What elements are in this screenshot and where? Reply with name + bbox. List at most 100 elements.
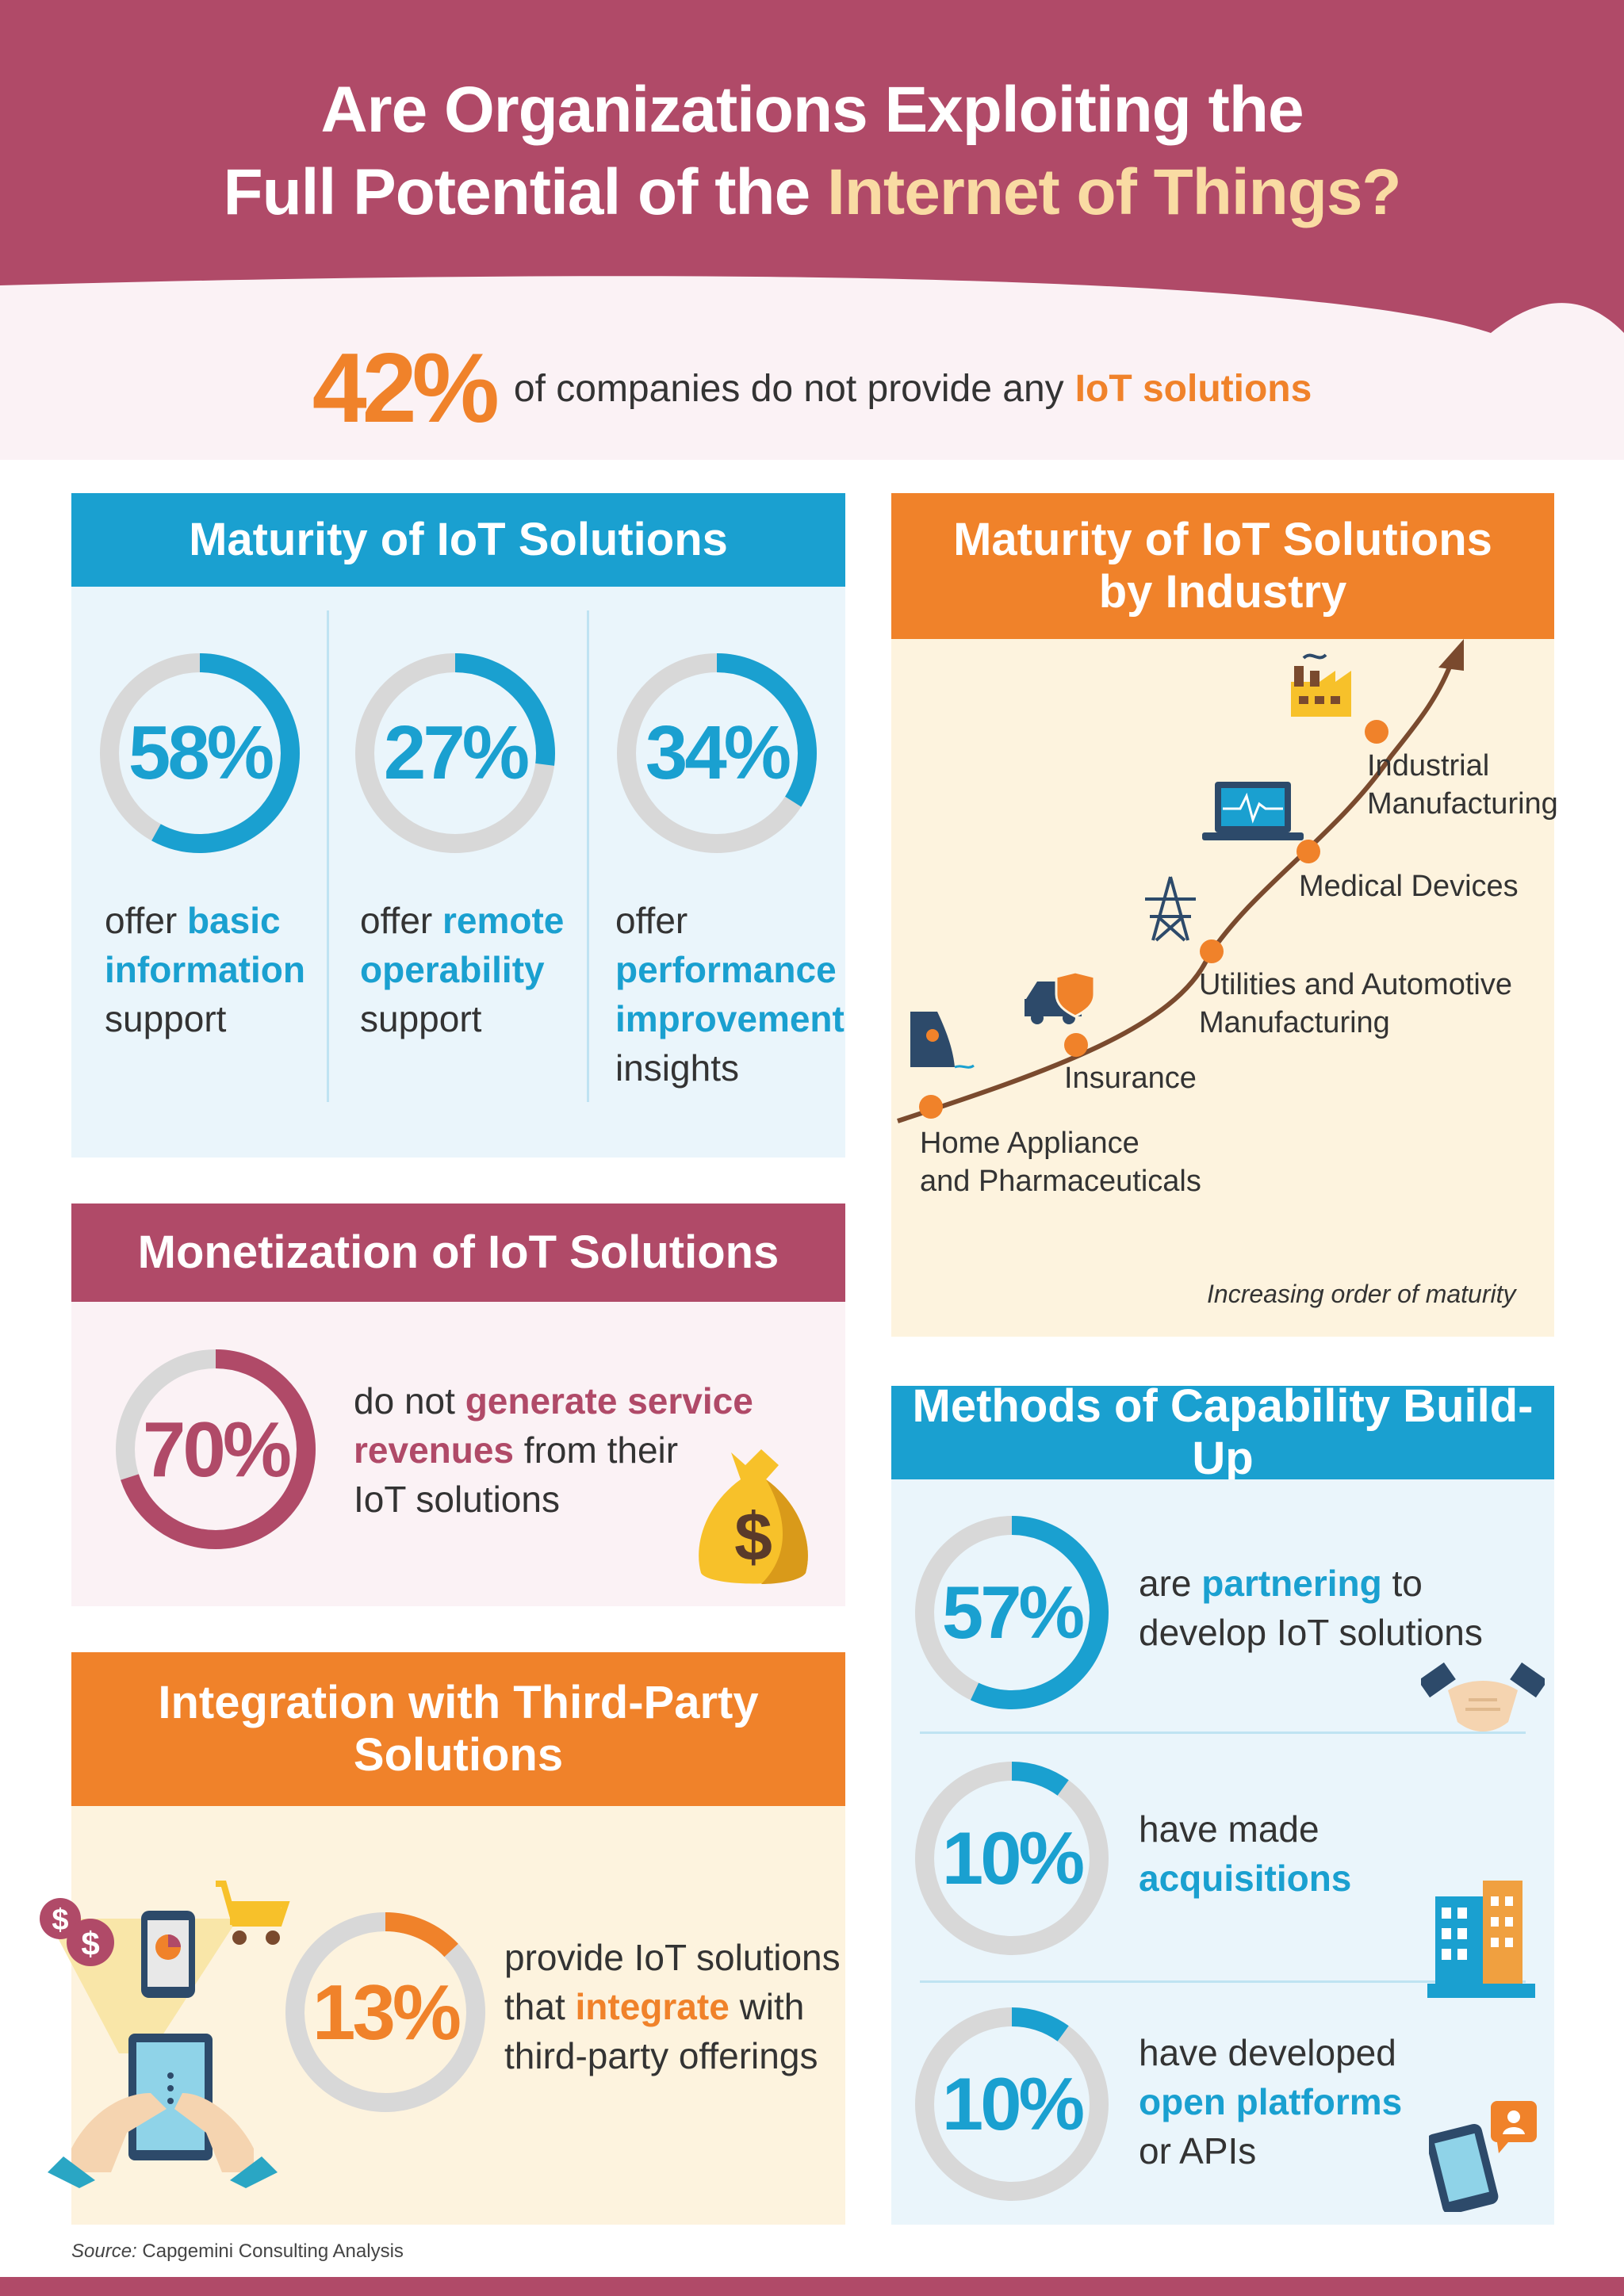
maturity-curve-arrow-icon [1438, 639, 1464, 671]
maturity-ring-performance [617, 653, 817, 853]
monetization-panel: Monetization of IoT Solutions 70% do not… [71, 1203, 845, 1606]
desc-text: offer [360, 900, 433, 941]
source-label: Source: [71, 2241, 137, 2262]
stage-label-line: Manufacturing [1199, 1006, 1390, 1039]
desc-text: have developed [1139, 2032, 1396, 2073]
capability-desc-platforms: have developed open platforms or APIs [1139, 2028, 1402, 2175]
power-tower-icon [1145, 876, 1196, 942]
capability-panel-body: 57% are partnering to develop IoT soluti… [891, 1479, 1554, 2225]
industry-panel-body: Home Appliance and Pharmaceuticals Insur… [891, 639, 1558, 1337]
maturity-curve-line [897, 657, 1455, 1123]
page-title-accent: Internet of Things? [827, 156, 1401, 228]
handshake-icon [1421, 1662, 1545, 1732]
desc-text: insights [615, 1047, 739, 1089]
laptop-heartbeat-icon [1202, 782, 1304, 840]
monetization-desc: do not generate service revenues from th… [354, 1376, 753, 1524]
bottom-bar [0, 2277, 1624, 2296]
ring-arc-27 [355, 653, 555, 853]
stage-label-line: Industrial [1367, 749, 1490, 783]
monetization-panel-title: Monetization of IoT Solutions [71, 1203, 845, 1302]
stage-label-insurance: Insurance [1064, 1062, 1197, 1095]
monetization-panel-body: 70% do not generate service revenues fro… [71, 1302, 845, 1606]
industry-panel-title: Maturity of IoT Solutions by Industry [891, 493, 1554, 639]
desc-text: support [105, 998, 227, 1039]
integration-panel-title: Integration with Third-Party Solutions [71, 1652, 845, 1806]
monetization-value: 70% [142, 1405, 292, 1493]
maturity-ring-basic [100, 653, 300, 853]
page-title-line-1: Are Organizations Exploiting the [320, 74, 1304, 146]
factory-icon [1291, 653, 1351, 717]
capability-value-acquisitions: 10% [941, 1816, 1085, 1900]
desc-text: to [1392, 1563, 1423, 1604]
desc-highlight: remote [442, 900, 565, 941]
row-divider [920, 1980, 1526, 1983]
desc-text: or APIs [1139, 2130, 1257, 2172]
integration-title-line-1: Integration with Third-Party [158, 1677, 759, 1728]
money-bag-icon: $ [699, 1449, 808, 1584]
capability-panel: Methods of Capability Build-Up 57% are p… [891, 1380, 1554, 2225]
page-title-prefix: Full Potential of the [223, 156, 810, 228]
source-note: Source: Capgemini Consulting Analysis [71, 2241, 404, 2262]
stage-point-industrial [1365, 720, 1388, 744]
integration-ring [285, 1912, 485, 2112]
desc-text: develop IoT solutions [1139, 1612, 1483, 1653]
page-title-line-2: Full Potential of the Internet of Things… [0, 155, 1624, 230]
maturity-desc-remote: offer remote operability support [360, 896, 564, 1043]
industry-title-line-2: by Industry [1098, 566, 1347, 618]
stage-label-utilities: Utilities and Automotive Manufacturing [1199, 966, 1512, 1042]
maturity-panel-title: Maturity of IoT Solutions [71, 493, 845, 587]
buildings-icon [1427, 1881, 1535, 1998]
capability-value-platforms: 10% [941, 2062, 1085, 2145]
tablet-shopping-icon: $ $ [40, 1881, 290, 2188]
maturity-panel: Maturity of IoT Solutions 58% offer basi… [71, 493, 845, 1158]
desc-text: offer [105, 900, 178, 941]
stage-label-line: Utilities and Automotive [1199, 968, 1512, 1001]
industry-caption: Increasing order of maturity [1207, 1280, 1516, 1308]
stage-label-line: and Pharmaceuticals [920, 1165, 1201, 1198]
maturity-value-remote: 27% [383, 710, 530, 795]
ring-arc-34 [617, 653, 817, 853]
capability-ring-partnering [915, 1516, 1109, 1709]
maturity-panel-body: 58% offer basic information support 27% … [71, 587, 845, 1158]
headline-stat-value: 42% [312, 334, 500, 443]
desc-highlight: partnering [1201, 1563, 1382, 1604]
maturity-value-basic: 58% [128, 710, 274, 795]
stage-label-home-appliance: Home Appliance and Pharmaceuticals [920, 1124, 1201, 1200]
stage-point-medical [1297, 840, 1320, 863]
desc-text: third-party offerings [504, 2035, 818, 2076]
desc-highlight: information [105, 949, 305, 990]
integration-value: 13% [312, 1968, 462, 2056]
row-divider [920, 1732, 1526, 1734]
capability-desc-partnering: are partnering to develop IoT solutions [1139, 1559, 1483, 1657]
desc-text: support [360, 998, 482, 1039]
stage-label-medical: Medical Devices [1299, 870, 1519, 903]
industry-title-line-1: Maturity of IoT Solutions [953, 514, 1492, 565]
desc-text: IoT solutions [354, 1479, 560, 1520]
maturity-ring-remote [355, 653, 555, 853]
desc-highlight: improvement [615, 998, 845, 1039]
capability-ring-acquisitions [915, 1762, 1109, 1955]
column-divider [587, 610, 589, 1102]
headline-stat-row: 42% of companies do not provide any IoT … [0, 333, 1624, 444]
ring-arc-57 [915, 1516, 1109, 1709]
desc-text: do not [354, 1380, 455, 1422]
iron-icon [910, 1012, 975, 1069]
desc-text: from their [523, 1429, 679, 1471]
stage-point-insurance [1064, 1033, 1088, 1057]
industry-maturity-curve [897, 639, 1464, 1123]
integration-title-line-2: Solutions [353, 1729, 564, 1781]
svg-text:$: $ [52, 1904, 68, 1937]
maturity-value-performance: 34% [645, 710, 791, 795]
stage-point-utilities [1200, 939, 1224, 963]
stage-label-line: Home Appliance [920, 1127, 1139, 1160]
svg-text:$: $ [81, 1925, 99, 1962]
capability-value-partnering: 57% [941, 1571, 1085, 1654]
desc-highlight: revenues [354, 1429, 515, 1471]
desc-highlight: basic [187, 900, 281, 941]
ring-arc-10 [915, 1762, 1109, 1955]
desc-text: have made [1139, 1808, 1320, 1850]
car-shield-icon [1025, 970, 1096, 1024]
desc-text: are [1139, 1563, 1192, 1604]
stage-label-industrial: Industrial Manufacturing [1367, 747, 1558, 823]
desc-text: that [504, 1986, 565, 2027]
